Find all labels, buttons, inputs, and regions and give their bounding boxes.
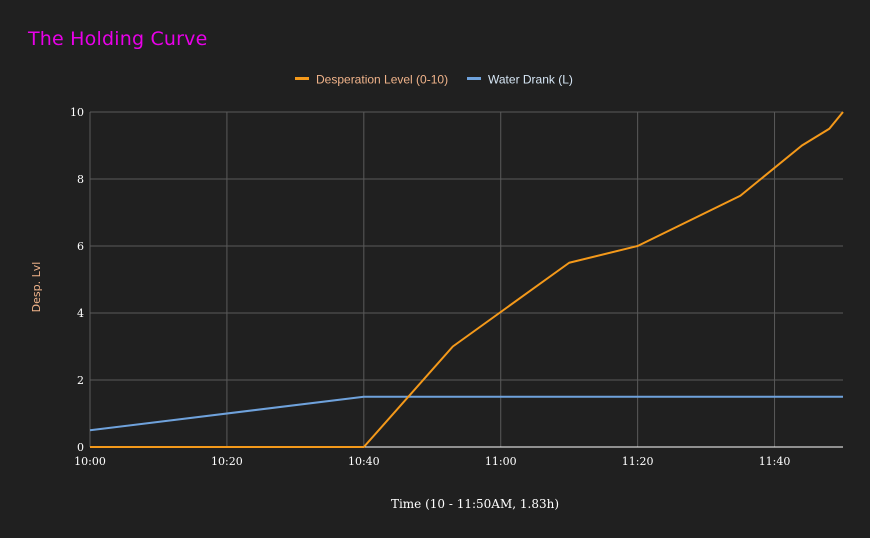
grid [89,111,843,447]
y-tick-label: 8 [77,173,84,186]
legend: Desperation Level (0-10) Water Drank (L) [295,73,573,87]
x-tick-label: 11:40 [759,455,791,468]
x-axis-title: Time (10 - 11:50AM, 1.83h) [391,497,559,511]
x-tick-labels: 10:00 10:20 10:40 11:00 11:20 11:40 [74,455,790,468]
x-tick-label: 10:40 [348,455,380,468]
y-axis-title: Desp. Lvl [30,262,43,313]
x-tick-label: 10:20 [211,455,243,468]
legend-item-desperation[interactable]: Desperation Level (0-10) [295,73,448,87]
y-tick-label: 10 [70,106,84,119]
legend-swatch-desperation [295,77,309,80]
y-tick-label: 2 [77,374,84,387]
legend-swatch-water [467,77,481,80]
x-tick-label: 10:00 [74,455,106,468]
series-layer [89,111,844,448]
water-drank-line [89,395,843,432]
y-tick-label: 0 [77,441,84,454]
desperation-line [90,111,844,448]
legend-label-water: Water Drank (L) [488,73,573,87]
x-tick-label: 11:00 [485,455,517,468]
legend-label-desperation: Desperation Level (0-10) [316,73,448,87]
x-tick-label: 11:20 [622,455,654,468]
y-tick-label: 6 [77,240,84,253]
legend-item-water[interactable]: Water Drank (L) [467,73,573,87]
y-tick-labels: 0 2 4 6 8 10 [70,106,84,454]
chart-title: The Holding Curve [28,28,208,50]
y-tick-label: 4 [77,307,84,320]
